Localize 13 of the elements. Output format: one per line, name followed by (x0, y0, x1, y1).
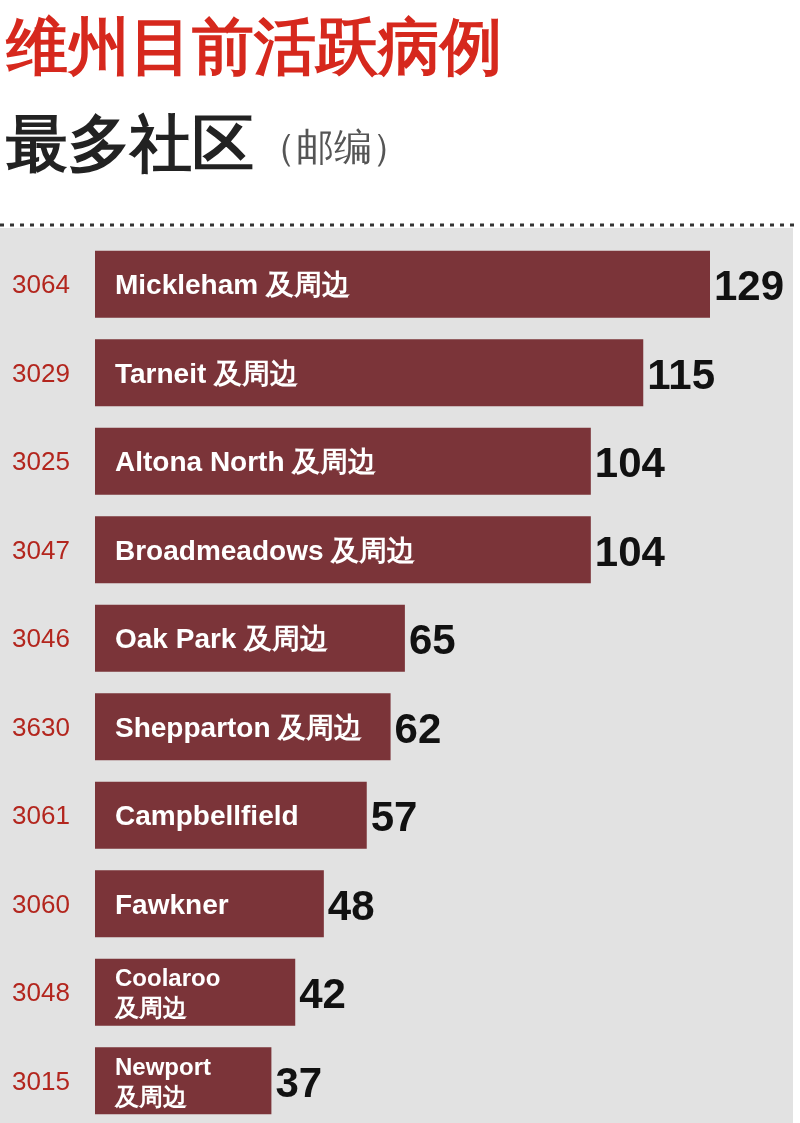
title: 维州目前活跃病例 (6, 12, 502, 81)
annotation: Oak Park 及周边 (115, 623, 329, 655)
annotation: Coolaroo 及周边 (115, 964, 221, 1022)
subtitle: 最多社区 (6, 109, 254, 178)
annotation: Shepparton 及周边 (115, 711, 363, 743)
annotation: Campbellfield (115, 800, 299, 832)
annotation: Tarneit 及周边 (115, 357, 299, 389)
annotation: Newport 及周边 (115, 1052, 211, 1110)
annotation: Altona North 及周边 (115, 446, 377, 478)
annotation: Broadmeadows 及周边 (115, 534, 416, 566)
ylabel: （邮编） (258, 126, 410, 168)
annotation: Fawkner (115, 888, 229, 920)
annotation: Mickleham 及周边 (115, 269, 350, 301)
